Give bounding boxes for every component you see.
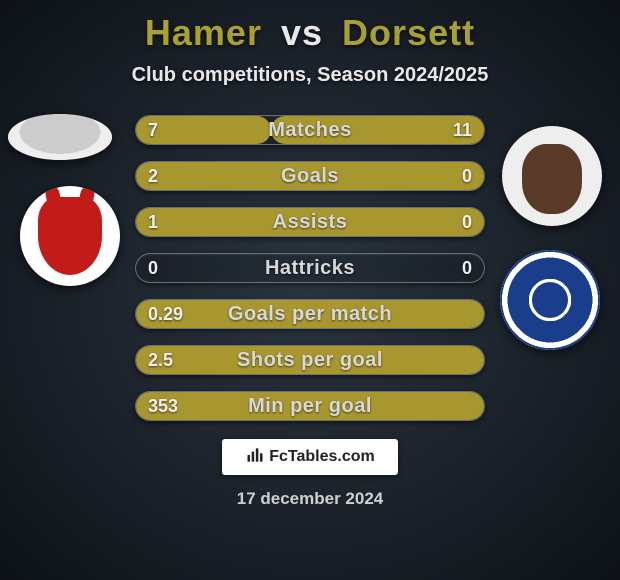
stat-row: Matches7 11: [135, 115, 485, 145]
stat-label: Shots per goal: [136, 346, 484, 374]
player-right-avatar: [502, 126, 602, 226]
stat-label: Matches: [136, 116, 484, 144]
stat-value-left: 2.5: [148, 346, 173, 374]
stat-row: Goals per match0.29: [135, 299, 485, 329]
bar-chart-icon: [245, 445, 265, 470]
stat-value-left: 7: [148, 116, 158, 144]
player-right-name: Dorsett: [342, 12, 475, 53]
stat-value-left: 353: [148, 392, 178, 420]
club-left-crest: [20, 186, 120, 286]
subtitle: Club competitions, Season 2024/2025: [10, 64, 610, 87]
stat-value-right: 0: [462, 162, 472, 190]
stat-value-left: 1: [148, 208, 158, 236]
stat-value-right: 11: [453, 116, 472, 144]
club-right-crest: [500, 250, 600, 350]
stat-label: Goals: [136, 162, 484, 190]
site-branding[interactable]: FcTables.com: [222, 439, 398, 475]
snapshot-date: 17 december 2024: [10, 489, 610, 509]
vs-label: vs: [281, 12, 323, 53]
stat-value-left: 2: [148, 162, 158, 190]
stat-row: Shots per goal2.5: [135, 345, 485, 375]
stat-row: Goals2 0: [135, 161, 485, 191]
stat-bars: Matches711Goals20Assists10Hattricks00Goa…: [135, 115, 485, 421]
stat-value-right: 0: [462, 254, 472, 282]
stat-value-right: 0: [462, 208, 472, 236]
stat-value-left: 0: [148, 254, 158, 282]
site-name: FcTables.com: [269, 448, 375, 466]
stat-row: Min per goal353: [135, 391, 485, 421]
player-face-icon: [522, 144, 582, 214]
stat-row: Hattricks0 0: [135, 253, 485, 283]
player-silhouette-icon: [8, 114, 112, 160]
stat-label: Assists: [136, 208, 484, 236]
player-left-name: Hamer: [145, 12, 262, 53]
page-title: Hamer vs Dorsett: [10, 12, 610, 54]
stat-label: Goals per match: [136, 300, 484, 328]
reading-fc-crest-icon: [500, 250, 600, 350]
lincoln-city-crest-icon: [38, 197, 102, 275]
player-left-avatar: [8, 114, 112, 160]
stat-value-left: 0.29: [148, 300, 183, 328]
stat-row: Assists1 0: [135, 207, 485, 237]
stat-label: Hattricks: [136, 254, 484, 282]
stat-label: Min per goal: [136, 392, 484, 420]
